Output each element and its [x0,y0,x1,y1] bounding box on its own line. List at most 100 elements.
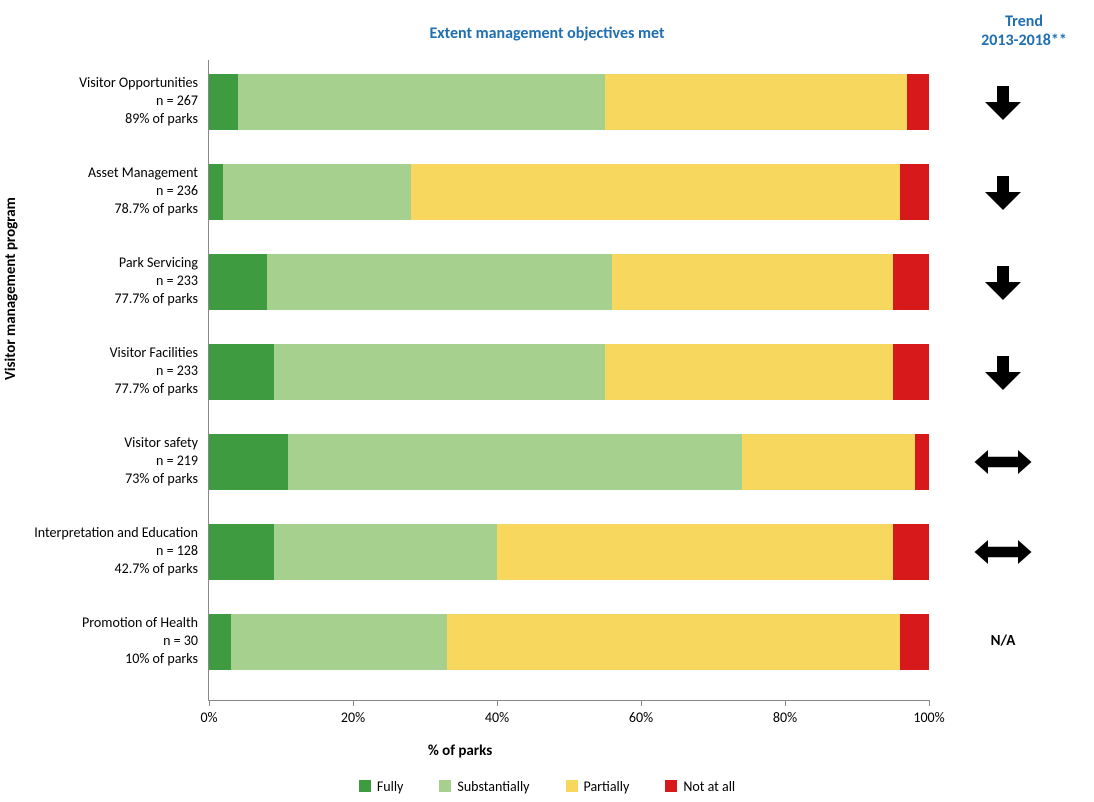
stacked-bar [209,614,929,670]
bar-segment-fully [209,344,274,400]
x-tick-label: 100% [909,709,949,726]
bar-segment-fully [209,434,288,490]
row-n: n = 219 [8,452,198,470]
bar-segment-notatall [900,164,929,220]
row-name: Promotion of Health [8,614,198,632]
x-axis-title: % of parks [0,742,920,760]
x-tick [929,700,930,706]
chart-title: Extent management objectives met [0,24,1094,43]
bar-segment-partially [497,524,893,580]
bar-segment-fully [209,614,231,670]
legend-item: Partially [566,778,630,795]
trend-header-line1: Trend [1005,12,1043,31]
row-label: Interpretation and Educationn = 12842.7%… [8,524,198,579]
row-pct: 89% of parks [8,110,198,128]
x-tick [785,700,786,706]
arrow-down-icon [958,352,1048,397]
legend-item: Not at all [665,778,735,795]
row-label: Visitor safetyn = 21973% of parks [8,434,198,489]
legend-swatch [566,780,578,792]
x-tick-label: 20% [333,709,373,726]
bar-segment-fully [209,164,223,220]
row-pct: 42.7% of parks [8,560,198,578]
bar-segment-partially [605,74,907,130]
row-label: Visitor Facilitiesn = 23377.7% of parks [8,344,198,399]
row-pct: 10% of parks [8,650,198,668]
bar-segment-substantially [288,434,742,490]
bar-segment-substantially [231,614,447,670]
chart-canvas: Extent management objectives met Trend 2… [0,0,1094,802]
bar-segment-substantially [238,74,605,130]
bar-row [209,524,929,580]
bar-row [209,614,929,670]
row-pct: 77.7% of parks [8,380,198,398]
legend-swatch [359,780,371,792]
legend-label: Not at all [683,778,735,795]
row-label: Park Servicingn = 23377.7% of parks [8,254,198,309]
row-name: Visitor safety [8,434,198,452]
bar-segment-substantially [274,524,497,580]
row-name: Asset Management [8,164,198,182]
bar-segment-fully [209,254,267,310]
row-pct: 77.7% of parks [8,290,198,308]
row-n: n = 236 [8,182,198,200]
stacked-bar [209,524,929,580]
row-pct: 73% of parks [8,470,198,488]
row-n: n = 233 [8,362,198,380]
arrow-down-icon [958,82,1048,127]
stacked-bar [209,344,929,400]
bar-segment-partially [742,434,915,490]
row-n: n = 233 [8,272,198,290]
bar-segment-notatall [915,434,929,490]
bar-segment-partially [447,614,901,670]
plot-area: 0%20%40%60%80%100% [208,60,929,701]
bar-segment-fully [209,74,238,130]
x-tick [353,700,354,706]
bar-row [209,344,929,400]
stacked-bar [209,254,929,310]
legend-label: Substantially [457,778,529,795]
bar-segment-notatall [907,74,929,130]
bar-segment-notatall [893,344,929,400]
x-tick-label: 0% [189,709,229,726]
bar-segment-fully [209,524,274,580]
bar-segment-notatall [900,614,929,670]
row-n: n = 128 [8,542,198,560]
bar-segment-notatall [893,254,929,310]
bar-segment-notatall [893,524,929,580]
x-tick [497,700,498,706]
bar-segment-partially [612,254,893,310]
row-label: Visitor Opportunitiesn = 26789% of parks [8,74,198,129]
legend-item: Substantially [439,778,529,795]
x-tick [209,700,210,706]
stacked-bar [209,434,929,490]
bar-segment-partially [605,344,893,400]
legend: Fully Substantially Partially Not at all [0,778,1094,797]
x-tick-label: 60% [621,709,661,726]
trend-na: N/A [958,632,1048,650]
bar-row [209,164,929,220]
row-n: n = 267 [8,92,198,110]
row-label: Promotion of Healthn = 3010% of parks [8,614,198,669]
row-label: Asset Managementn = 23678.7% of parks [8,164,198,219]
arrow-down-icon [958,172,1048,217]
legend-swatch [439,780,451,792]
bar-segment-partially [411,164,901,220]
stacked-bar [209,74,929,130]
x-tick-label: 80% [765,709,805,726]
legend-swatch [665,780,677,792]
row-name: Park Servicing [8,254,198,272]
bar-row [209,254,929,310]
bar-segment-substantially [274,344,605,400]
trend-header-line2: 2013-2018** [981,31,1067,50]
legend-label: Partially [584,778,630,795]
row-n: n = 30 [8,632,198,650]
x-tick [641,700,642,706]
row-name: Visitor Opportunities [8,74,198,92]
stacked-bar [209,164,929,220]
legend-item: Fully [359,778,404,795]
row-name: Visitor Facilities [8,344,198,362]
arrow-flat-icon [958,442,1048,487]
legend-label: Fully [377,778,404,795]
row-name: Interpretation and Education [8,524,198,542]
